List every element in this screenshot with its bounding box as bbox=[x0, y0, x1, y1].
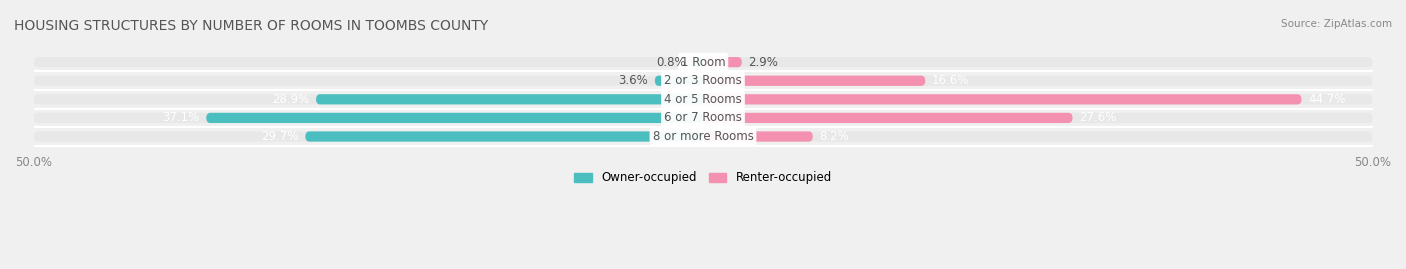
FancyBboxPatch shape bbox=[34, 57, 1372, 67]
Text: 1 Room: 1 Room bbox=[681, 56, 725, 69]
FancyBboxPatch shape bbox=[34, 76, 1372, 86]
Text: 28.9%: 28.9% bbox=[273, 93, 309, 106]
FancyBboxPatch shape bbox=[34, 94, 1372, 104]
Text: 8 or more Rooms: 8 or more Rooms bbox=[652, 130, 754, 143]
FancyBboxPatch shape bbox=[703, 76, 925, 86]
FancyBboxPatch shape bbox=[703, 113, 1073, 123]
Text: 8.2%: 8.2% bbox=[820, 130, 849, 143]
Text: 3.6%: 3.6% bbox=[619, 74, 648, 87]
FancyBboxPatch shape bbox=[34, 113, 1372, 123]
FancyBboxPatch shape bbox=[305, 131, 703, 141]
FancyBboxPatch shape bbox=[34, 131, 1372, 141]
Text: 16.6%: 16.6% bbox=[932, 74, 969, 87]
Legend: Owner-occupied, Renter-occupied: Owner-occupied, Renter-occupied bbox=[569, 167, 837, 189]
FancyBboxPatch shape bbox=[703, 131, 813, 141]
FancyBboxPatch shape bbox=[703, 94, 1302, 104]
Text: 0.8%: 0.8% bbox=[657, 56, 686, 69]
Text: 2.9%: 2.9% bbox=[748, 56, 779, 69]
Text: 6 or 7 Rooms: 6 or 7 Rooms bbox=[664, 111, 742, 125]
Text: Source: ZipAtlas.com: Source: ZipAtlas.com bbox=[1281, 19, 1392, 29]
FancyBboxPatch shape bbox=[703, 57, 742, 67]
Text: 27.6%: 27.6% bbox=[1080, 111, 1116, 125]
Text: 2 or 3 Rooms: 2 or 3 Rooms bbox=[664, 74, 742, 87]
Text: 44.7%: 44.7% bbox=[1308, 93, 1346, 106]
Text: HOUSING STRUCTURES BY NUMBER OF ROOMS IN TOOMBS COUNTY: HOUSING STRUCTURES BY NUMBER OF ROOMS IN… bbox=[14, 19, 488, 33]
Text: 37.1%: 37.1% bbox=[162, 111, 200, 125]
Text: 29.7%: 29.7% bbox=[262, 130, 298, 143]
FancyBboxPatch shape bbox=[655, 76, 703, 86]
FancyBboxPatch shape bbox=[207, 113, 703, 123]
Text: 4 or 5 Rooms: 4 or 5 Rooms bbox=[664, 93, 742, 106]
FancyBboxPatch shape bbox=[316, 94, 703, 104]
FancyBboxPatch shape bbox=[692, 57, 703, 67]
